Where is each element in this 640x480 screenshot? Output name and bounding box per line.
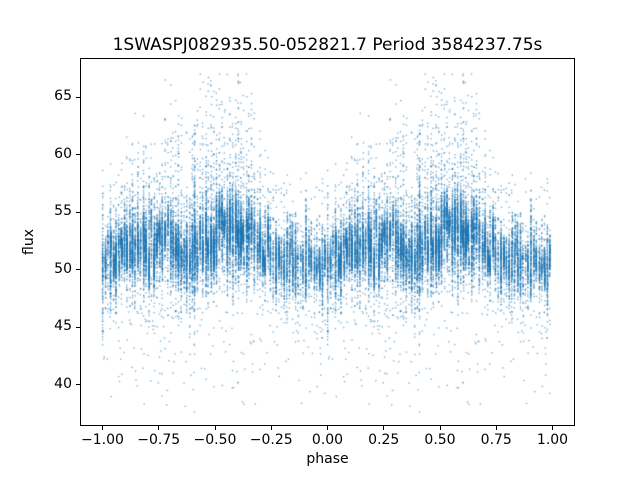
x-tick-label: −0.25 <box>249 432 293 448</box>
x-tick-mark <box>327 426 328 430</box>
y-tick-label: 60 <box>54 145 72 162</box>
y-tick-mark <box>76 96 80 98</box>
scatter-plot-canvas <box>80 58 575 426</box>
x-tick-mark <box>270 426 272 430</box>
x-tick-label: −0.50 <box>193 432 237 448</box>
x-tick-label: 0.25 <box>368 432 400 448</box>
y-tick-mark <box>76 384 80 386</box>
x-tick-mark <box>495 426 497 430</box>
x-tick-label: −1.00 <box>81 432 124 448</box>
x-tick-mark <box>102 426 103 430</box>
x-tick-mark <box>552 426 553 430</box>
chart-title: 1SWASPJ082935.50-052821.7 Period 3584237… <box>112 35 543 55</box>
x-tick-label: 1.00 <box>536 432 569 448</box>
y-tick-label: 65 <box>54 88 72 105</box>
x-tick-label: 0.50 <box>424 432 456 448</box>
x-tick-label: −0.75 <box>137 432 181 448</box>
x-tick-label: 0.75 <box>480 432 512 448</box>
x-axis-label: phase <box>306 451 349 467</box>
y-tick-mark <box>76 154 80 156</box>
x-tick-mark <box>439 426 441 430</box>
x-tick-mark <box>214 426 216 430</box>
y-tick-label: 45 <box>54 318 72 335</box>
y-tick-mark <box>76 211 80 213</box>
x-tick-mark <box>158 426 160 430</box>
y-tick-label: 50 <box>54 260 72 277</box>
y-axis-label: flux <box>21 229 37 255</box>
x-tick-label: 0.00 <box>311 432 344 448</box>
y-tick-label: 55 <box>54 203 72 220</box>
y-tick-mark <box>76 326 80 328</box>
x-tick-mark <box>383 426 385 430</box>
y-tick-mark <box>76 269 80 271</box>
y-tick-label: 40 <box>54 375 72 392</box>
